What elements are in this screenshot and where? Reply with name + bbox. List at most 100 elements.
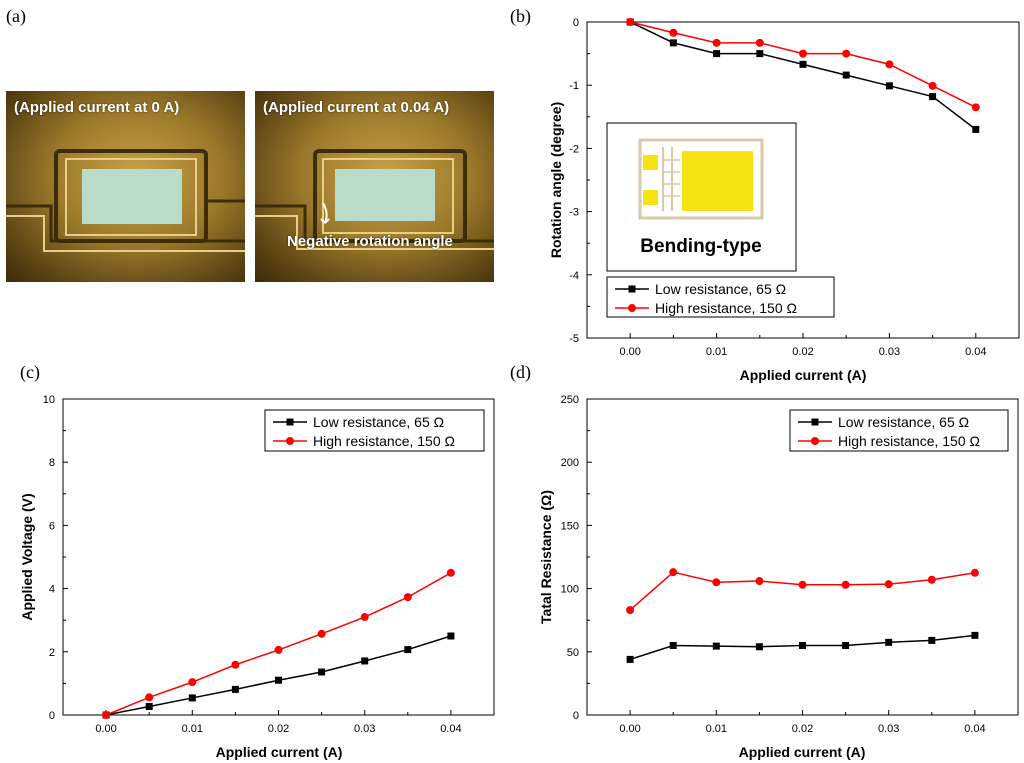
x-tick-label: 0.03: [879, 346, 900, 358]
data-point-high: [403, 593, 412, 602]
chart-b-yticks: 0 -1 -2 -3 -4 -5: [569, 17, 592, 345]
data-point-high: [669, 28, 678, 37]
data-point-high: [971, 103, 980, 112]
x-tick-label: 0.00: [95, 723, 116, 735]
chart-c-frame: [62, 398, 495, 716]
data-point-low: [929, 93, 937, 101]
series-line-high: [630, 21, 977, 108]
x-tick-label: 0.01: [706, 346, 727, 358]
chart-d-ylabel: Tatal Resistance (Ω): [538, 490, 554, 624]
data-point-high: [841, 580, 850, 589]
chart-d-xlabel: Applied current (A): [739, 744, 866, 760]
device-micrograph-right: [255, 149, 494, 250]
pad-top-shape: [643, 155, 658, 170]
y-tick-label: 100: [561, 584, 579, 596]
panel-label-c: (c): [20, 362, 40, 382]
series-line-low: [629, 634, 975, 661]
data-point-low: [188, 694, 196, 702]
y-tick-label: -4: [569, 270, 579, 282]
chart-d-xticks: 0.00 0.01 0.02 0.03 0.04: [619, 710, 986, 735]
chart-b-legend-items: Low resistance, 65 Ω High resistance, 150…: [615, 281, 797, 316]
series-line-low: [629, 21, 977, 131]
chart-d-legend-items: Low resistance, 65 Ω High resistance, 150…: [798, 414, 980, 449]
rotation-arrow-icon: [320, 202, 330, 224]
data-point-high: [626, 18, 635, 26]
device-micrograph-left: [6, 149, 245, 252]
x-tick-label: 0.01: [182, 723, 203, 735]
data-point-low: [145, 702, 153, 710]
legend-label-low: Low resistance, 65 Ω: [655, 281, 786, 297]
data-point-high: [970, 568, 979, 577]
x-tick-label: 0.00: [619, 723, 640, 735]
legend-label-high: High resistance, 150 Ω: [313, 433, 455, 449]
legend-marker-high: [628, 304, 636, 312]
data-point-high: [360, 613, 369, 622]
data-point-low: [318, 668, 326, 676]
y-tick-label: 0: [49, 710, 55, 722]
chart-c-legend-items: Low resistance, 65 Ω High resistance, 150…: [273, 414, 455, 449]
data-point-low: [626, 655, 634, 663]
data-point-low: [669, 39, 677, 47]
x-tick-label: 0.00: [619, 346, 640, 358]
photo-current-0: (Applied current at 0 A): [6, 91, 245, 282]
photo-caption-left: (Applied current at 0 A): [14, 99, 180, 116]
data-point-high: [885, 60, 894, 69]
chart-d-yticks: 0 50 100 150 200 250: [561, 394, 592, 722]
y-tick-label: 200: [561, 457, 579, 469]
chart-b-xlabel: Applied current (A): [740, 367, 867, 383]
legend-label-high: High resistance, 150 Ω: [655, 300, 797, 316]
data-point-low: [885, 82, 893, 90]
x-tick-label: 0.02: [792, 346, 813, 358]
series-line-high: [629, 571, 976, 611]
chart-b-ylabel: Rotation angle (degree): [548, 102, 564, 258]
y-tick-label: 50: [567, 647, 579, 659]
actuator-frame-shape: [638, 138, 764, 220]
chart-b-xticks: 0.00 0.01 0.02 0.03 0.04: [619, 333, 987, 358]
panel-label-b: (b): [510, 6, 531, 26]
data-point-low: [799, 60, 807, 68]
y-tick-label: 6: [49, 520, 55, 532]
data-point-low: [626, 18, 634, 26]
chart-d-frame: [586, 398, 1019, 716]
chart-b-frame: [586, 21, 1020, 339]
x-tick-label: 0.02: [268, 723, 289, 735]
data-point-high: [231, 660, 240, 669]
chart-c-yticks: 0 2 4 6 8 10: [43, 394, 68, 722]
data-point-high: [755, 577, 764, 586]
data-point-high: [274, 645, 283, 654]
data-point-low: [885, 638, 893, 646]
chart-d-series: [626, 568, 979, 663]
data-point-high: [799, 49, 807, 58]
mirror-plate-shape: [682, 151, 753, 211]
panel-label-a: (a): [6, 6, 26, 26]
x-tick-label: 0.01: [706, 723, 727, 735]
data-point-high: [798, 580, 807, 589]
chart-c-xlabel: Applied current (A): [216, 744, 343, 760]
y-tick-label: -3: [569, 207, 579, 219]
chart-c-ylabel: Applied Voltage (V): [19, 493, 35, 620]
y-tick-label: 150: [561, 520, 579, 532]
chart-b-inset-label: Bending-type: [640, 236, 761, 257]
data-point-high: [669, 568, 678, 577]
y-tick-label: 0: [573, 17, 579, 29]
data-point-low: [928, 636, 936, 644]
chart-c-legend: [264, 409, 485, 452]
data-point-high: [317, 629, 326, 638]
data-point-low: [361, 657, 369, 665]
photo-current-004: (Applied current at 0.04 A) Negative rot…: [255, 91, 494, 282]
data-point-low: [231, 685, 239, 693]
y-tick-label: 250: [561, 394, 579, 406]
x-tick-label: 0.02: [792, 723, 813, 735]
legend-marker-low: [811, 418, 819, 426]
data-point-low: [275, 676, 282, 684]
y-tick-label: 0: [573, 710, 579, 722]
chart-c-xticks: 0.00 0.01 0.02 0.03 0.04: [95, 710, 462, 735]
data-point-low: [842, 641, 850, 649]
data-point-high: [102, 711, 111, 719]
x-tick-label: 0.04: [964, 723, 985, 735]
data-point-high: [884, 580, 893, 589]
panel-label-d: (d): [510, 362, 531, 382]
data-point-high: [446, 568, 455, 577]
data-point-high: [188, 678, 197, 687]
data-point-low: [972, 125, 980, 133]
